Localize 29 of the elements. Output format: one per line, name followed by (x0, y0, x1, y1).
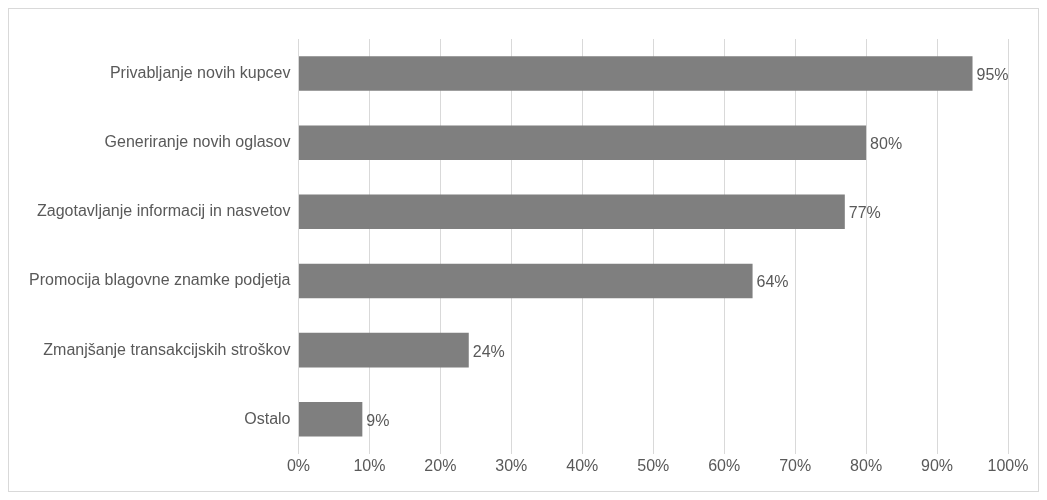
x-tick-label: 40% (566, 456, 599, 474)
x-tick-label: 30% (495, 456, 528, 474)
bar (298, 56, 973, 91)
x-tick-label: 90% (921, 456, 954, 474)
data-label: 24% (472, 342, 505, 360)
bar (298, 125, 867, 160)
data-label: 9% (366, 411, 390, 429)
y-tick-label: Zmanjšanje transakcijskih stroškov (43, 340, 291, 358)
data-label: 80% (870, 135, 903, 153)
x-tick-label: 80% (850, 456, 883, 474)
y-tick-label: Zagotavljanje informacij in nasvetov (37, 202, 291, 220)
bar (298, 332, 469, 368)
data-label: 95% (976, 65, 1009, 83)
x-tick-label: 60% (708, 456, 741, 474)
y-tick-label: Privabljanje novih kupcev (109, 63, 291, 81)
x-tick-label: 50% (637, 456, 670, 474)
bar (298, 263, 753, 299)
y-tick-label: Generiranje novih oglasov (104, 133, 291, 151)
bar (298, 401, 363, 437)
data-label: 77% (848, 204, 881, 222)
x-tick-label: 0% (286, 456, 311, 474)
x-tick-label: 70% (779, 456, 812, 474)
y-tick-label: Promocija blagovne znamke podjetja (29, 271, 291, 289)
x-tick-label: 20% (424, 456, 457, 474)
x-tick-label: 10% (353, 456, 386, 474)
x-tick-label: 100% (987, 456, 1029, 474)
bar (298, 194, 845, 230)
y-tick-label: Ostalo (244, 409, 291, 427)
data-label: 64% (756, 273, 789, 291)
